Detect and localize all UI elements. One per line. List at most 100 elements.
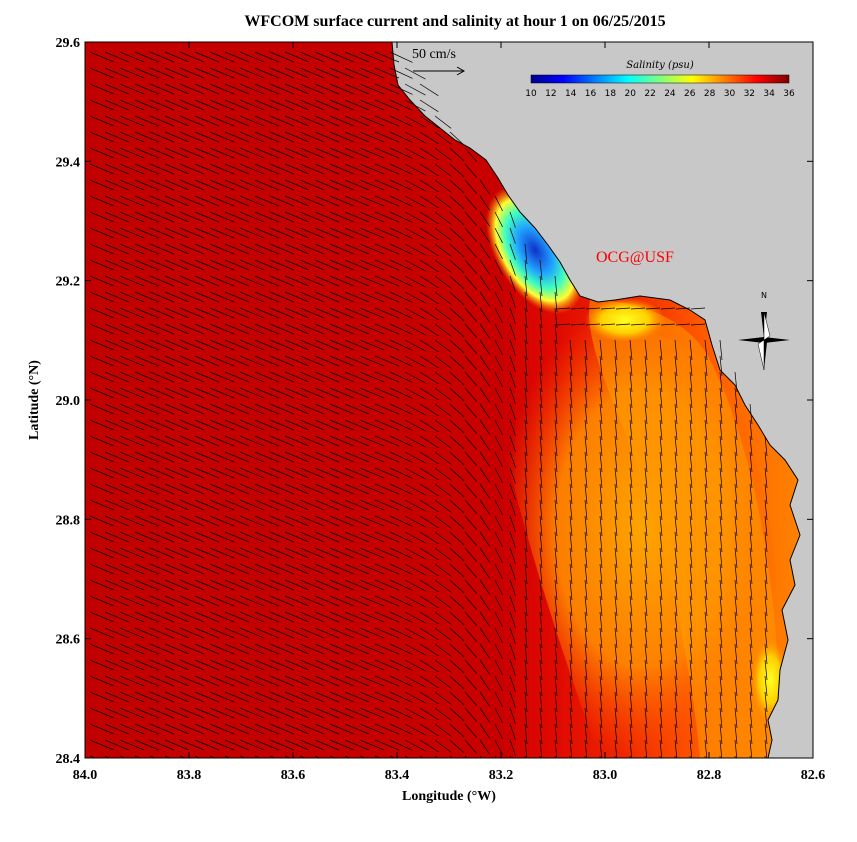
current-vector [104, 579, 130, 591]
current-vector [689, 419, 693, 441]
current-vector [419, 371, 439, 385]
current-vector [630, 307, 646, 310]
current-vector [494, 387, 503, 404]
current-vector [404, 291, 426, 304]
current-vector [254, 675, 280, 687]
current-vector [269, 131, 295, 143]
current-vector [599, 355, 603, 377]
current-vector [389, 403, 413, 415]
current-vector [179, 499, 205, 511]
current-vector [479, 403, 491, 419]
current-vector [194, 595, 220, 607]
current-vector [149, 323, 175, 335]
current-vector [764, 659, 768, 681]
current-vector [239, 643, 265, 655]
current-vector [284, 179, 310, 191]
current-vector [374, 451, 400, 463]
current-vector [734, 371, 738, 393]
current-vector [329, 163, 355, 175]
current-vector [119, 147, 145, 159]
current-vector [689, 739, 693, 758]
current-vector [614, 739, 618, 758]
current-vector [719, 659, 723, 681]
current-vector [284, 51, 310, 63]
current-vector [539, 515, 543, 537]
current-vector [389, 627, 413, 639]
current-vector [479, 371, 491, 387]
current-vector [119, 707, 145, 719]
current-vector [569, 355, 573, 377]
current-vector [404, 371, 426, 384]
current-vector [329, 435, 355, 447]
current-vector [344, 627, 370, 639]
current-vector [374, 531, 400, 543]
current-vector [284, 371, 310, 383]
current-vector [269, 371, 295, 383]
current-vector [254, 707, 280, 719]
current-vector [464, 163, 478, 178]
current-vector [269, 227, 295, 239]
current-vector [749, 595, 753, 617]
axis-ticks: 84.0 83.8 83.6 83.4 83.2 83.0 82.8 82.629.629.4… [56, 36, 826, 783]
current-vector [254, 51, 280, 63]
current-vector [344, 691, 370, 703]
current-vector [494, 435, 503, 452]
current-vector [254, 611, 280, 623]
current-vector [314, 83, 340, 95]
current-vector [614, 611, 618, 633]
current-vector [104, 531, 130, 543]
current-vector [299, 163, 325, 175]
current-vector [119, 131, 145, 143]
current-vector [194, 243, 220, 255]
current-vector [179, 83, 205, 95]
current-vector [284, 739, 310, 751]
current-vector [164, 83, 190, 95]
current-vector [389, 67, 413, 79]
current-vector [224, 707, 250, 719]
current-vector [224, 563, 250, 575]
current-vector [569, 531, 573, 553]
current-vector [464, 515, 478, 530]
current-vector [134, 51, 160, 63]
current-vector [539, 627, 543, 649]
current-vector [434, 147, 452, 161]
current-vector [254, 147, 280, 159]
current-vector [329, 323, 355, 335]
current-vector [89, 83, 115, 95]
current-vector [494, 259, 503, 276]
current-vector [119, 179, 145, 191]
current-vector [464, 387, 478, 402]
current-vector [464, 723, 478, 738]
current-vector [509, 547, 516, 564]
current-vector [194, 51, 220, 63]
current-vector [149, 403, 175, 415]
current-vector [764, 547, 768, 569]
current-vector [494, 339, 503, 356]
current-vector [104, 227, 130, 239]
current-vector [644, 403, 648, 425]
current-vector [374, 339, 400, 351]
current-vector [269, 259, 295, 271]
current-vector [479, 179, 491, 195]
x-axis-label: Longitude (°W) [402, 789, 496, 804]
current-vector [524, 531, 528, 553]
current-vector [374, 643, 400, 655]
current-vector [284, 243, 310, 255]
current-vector [644, 691, 648, 713]
current-vector [479, 435, 491, 451]
current-vector [209, 515, 235, 527]
current-vector [224, 451, 250, 463]
current-vector [314, 387, 340, 399]
current-vector [674, 611, 678, 633]
current-vector [149, 451, 175, 463]
current-vector [464, 611, 478, 626]
current-vector [269, 147, 295, 159]
current-vector [254, 739, 280, 751]
current-vector [660, 307, 676, 310]
current-vector [704, 675, 708, 697]
current-vector [689, 723, 693, 745]
current-vector [179, 291, 205, 303]
current-vector [674, 563, 678, 585]
current-vector [494, 227, 503, 244]
current-vector [494, 611, 503, 628]
